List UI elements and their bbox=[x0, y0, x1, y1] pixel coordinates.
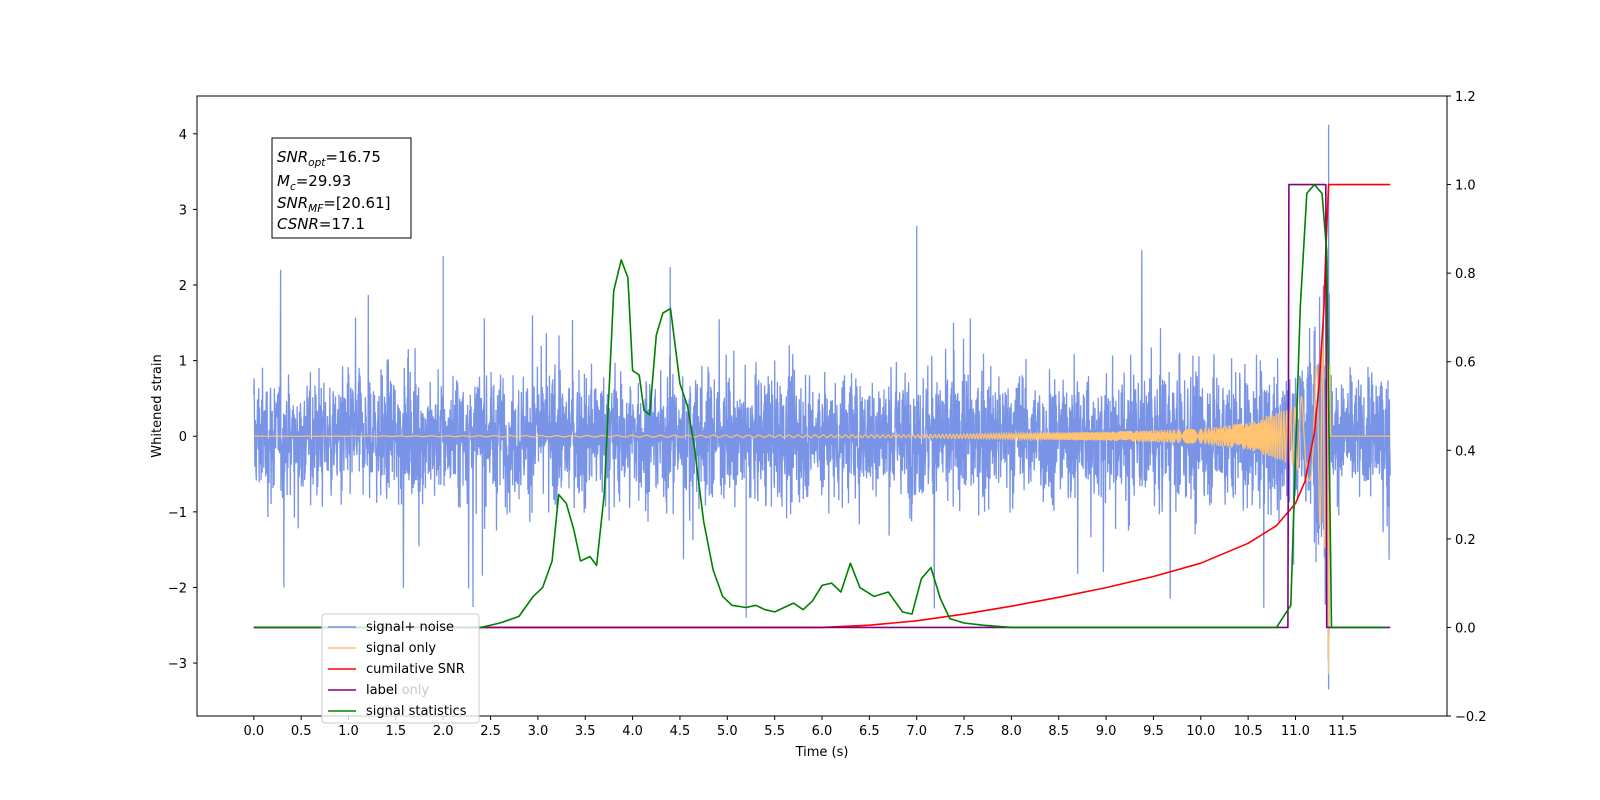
x-tick-label: 8.5 bbox=[1048, 724, 1069, 739]
x-tick-label: 8.0 bbox=[1001, 724, 1022, 739]
x-tick-label: 11.0 bbox=[1281, 724, 1310, 739]
x-tick-label: 1.5 bbox=[386, 724, 407, 739]
x-tick-label: 1.0 bbox=[338, 724, 359, 739]
x-tick-label: 3.5 bbox=[575, 724, 596, 739]
y-tick-label: −3 bbox=[168, 657, 187, 672]
y2-tick-label: 0.4 bbox=[1455, 444, 1476, 459]
y2-tick-label: 1.2 bbox=[1455, 90, 1476, 105]
legend-label-signal-only: signal only bbox=[366, 641, 436, 656]
y-axis-left: −3 −2 −1 0 1 2 3 4 bbox=[168, 128, 197, 672]
y2-tick-label: −0.2 bbox=[1455, 710, 1487, 725]
x-tick-label: 10.0 bbox=[1186, 724, 1215, 739]
series-layer bbox=[253, 124, 1391, 690]
legend-label-label: label bbox=[366, 683, 397, 698]
annotation-snr-mf: SNRMF=[20.61] bbox=[277, 194, 391, 215]
x-tick-label: 3.0 bbox=[528, 724, 549, 739]
y-axis-right: −0.2 0.0 0.2 0.4 0.6 0.8 1.0 1.2 bbox=[1447, 90, 1487, 725]
y2-tick-label: 0.8 bbox=[1455, 267, 1476, 282]
x-tick-label: 11.5 bbox=[1328, 724, 1357, 739]
x-tick-label: 4.5 bbox=[670, 724, 691, 739]
y2-tick-label: 0.6 bbox=[1455, 356, 1476, 371]
legend: signal+ noise signal only cumilative SNR… bbox=[321, 613, 480, 724]
x-tick-label: 7.0 bbox=[906, 724, 927, 739]
annotation-csnr: CSNR=17.1 bbox=[277, 215, 365, 233]
x-tick-label: 6.0 bbox=[812, 724, 833, 739]
y-tick-label: 4 bbox=[179, 128, 187, 143]
x-tick-label: 0.5 bbox=[291, 724, 312, 739]
x-tick-label: 4.0 bbox=[622, 724, 643, 739]
legend-label-signal-statistics: signal statistics bbox=[366, 704, 467, 719]
x-tick-label: 9.5 bbox=[1143, 724, 1164, 739]
x-tick-label: 10.5 bbox=[1234, 724, 1263, 739]
series-cumulative-snr bbox=[253, 183, 1391, 629]
series-signal-statistics bbox=[253, 183, 1386, 629]
x-tick-label: 9.0 bbox=[1096, 724, 1117, 739]
annotation-mc: Mc=29.93 bbox=[277, 172, 351, 193]
x-tick-label: 5.5 bbox=[764, 724, 785, 739]
x-tick-label: 2.0 bbox=[433, 724, 454, 739]
annotation-frame bbox=[271, 137, 412, 239]
x-tick-label: 7.5 bbox=[954, 724, 975, 739]
legend-label-cumulative-snr: cumilative SNR bbox=[366, 662, 465, 677]
x-axis-label: Time (s) bbox=[795, 745, 849, 760]
y2-tick-label: 1.0 bbox=[1455, 179, 1476, 194]
legend-frame bbox=[321, 613, 480, 724]
y-tick-label: −1 bbox=[168, 506, 187, 521]
y-tick-label: 0 bbox=[179, 430, 187, 445]
x-tick-label: 5.0 bbox=[717, 724, 738, 739]
x-tick-label: 2.5 bbox=[480, 724, 501, 739]
y-tick-label: 2 bbox=[179, 279, 187, 294]
x-tick-label: 6.5 bbox=[859, 724, 880, 739]
legend-label-label-only-ghost: label only bbox=[366, 683, 429, 698]
x-axis: 0.0 0.5 1.0 1.5 2.0 2.5 3.0 3.5 4.0 4.5 5.0 5.5 6.0 6… bbox=[243, 716, 1357, 739]
series-signal-only bbox=[253, 269, 1391, 675]
y-tick-label: 3 bbox=[179, 203, 187, 218]
y-tick-label: 1 bbox=[179, 355, 187, 370]
legend-label-signal-noise: signal+ noise bbox=[366, 620, 454, 635]
y2-tick-label: 0.2 bbox=[1455, 533, 1476, 548]
y-axis-label: Whitened strain bbox=[150, 354, 165, 457]
y2-tick-label: 0.0 bbox=[1455, 621, 1476, 636]
y-tick-label: −2 bbox=[168, 581, 187, 596]
annotation-snr-opt: SNRopt=16.75 bbox=[277, 148, 381, 169]
x-tick-label: 0.0 bbox=[243, 724, 264, 739]
annotation-box: SNRopt=16.75 Mc=29.93 SNRMF=[20.61] CSNR… bbox=[271, 137, 412, 239]
